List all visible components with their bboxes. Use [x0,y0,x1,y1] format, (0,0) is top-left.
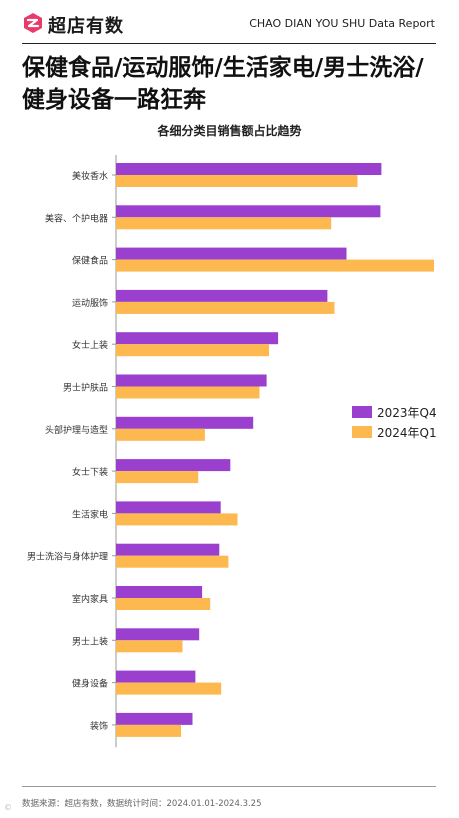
category-label: 生活家电 [72,508,108,520]
bar-2024q1 [116,386,260,399]
legend-swatch [352,406,372,418]
bar-2024q1 [116,471,199,484]
bar-2024q1 [116,513,238,526]
bar-2024q1 [116,301,335,314]
bar-chart: 美妆香水美容、个护电器保健食品运动服饰女士上装男士护肤品头部护理与造型女士下装生… [27,155,437,748]
chart-title: 各细分类目销售额占比趋势 [157,124,302,138]
category-label: 女士上装 [72,339,108,351]
bar-2024q1 [116,682,222,695]
category-label: 男士护肤品 [63,382,108,394]
brand-logo-icon [24,13,42,33]
legend-label: 2024年Q1 [377,426,437,440]
bar-2024q1 [116,217,332,230]
bar-2023q4 [116,586,203,598]
data-source-note: 数据来源：超店有数，数据统计时间：2024.01.01-2024.3.25 [22,799,262,809]
header-divider [22,43,436,44]
bar-2024q1 [116,428,205,441]
bar-2023q4 [116,501,221,514]
bar-2024q1 [116,555,229,568]
bar-2023q4 [116,247,347,260]
bar-2023q4 [116,628,200,641]
category-label: 运动服饰 [72,297,108,309]
category-label: 女士下装 [72,466,108,478]
category-label: 男士洗浴与身体护理 [27,551,108,563]
category-label: 美妆香水 [72,170,108,182]
bar-2024q1 [116,344,269,357]
bar-2023q4 [116,332,279,345]
report-label: CHAO DIAN YOU SHU Data Report [249,17,435,30]
bar-2023q4 [116,670,196,683]
footer-divider [22,786,436,787]
bar-2024q1 [116,724,181,737]
bar-2024q1 [116,640,183,653]
bar-2023q4 [116,374,267,387]
bar-2023q4 [116,289,328,302]
bar-2023q4 [116,205,381,218]
category-label: 头部护理与造型 [45,424,108,436]
bar-2024q1 [116,259,434,272]
bar-2023q4 [116,459,231,472]
category-label: 保健食品 [72,255,108,267]
bar-2024q1 [116,598,211,610]
bar-2023q4 [116,416,254,429]
bar-2024q1 [116,175,358,187]
legend-label: 2023年Q4 [377,406,437,420]
report-header: 超店有数 CHAO DIAN YOU SHU Data Report [0,0,459,42]
bar-2023q4 [116,712,193,725]
category-label: 男士上装 [72,635,108,647]
category-label: 室内家具 [72,593,108,605]
category-label: 健身设备 [72,678,108,690]
page-headline: 保健食品/运动服饰/生活家电/男士洗浴/健身设备一路狂奔 [22,55,424,113]
category-label: 美容、个护电器 [45,212,108,224]
watermark: © [4,803,12,812]
bar-2023q4 [116,163,382,175]
legend-swatch [352,426,372,438]
category-label: 装饰 [90,720,108,732]
bar-2023q4 [116,543,220,556]
brand-name: 超店有数 [48,16,124,37]
